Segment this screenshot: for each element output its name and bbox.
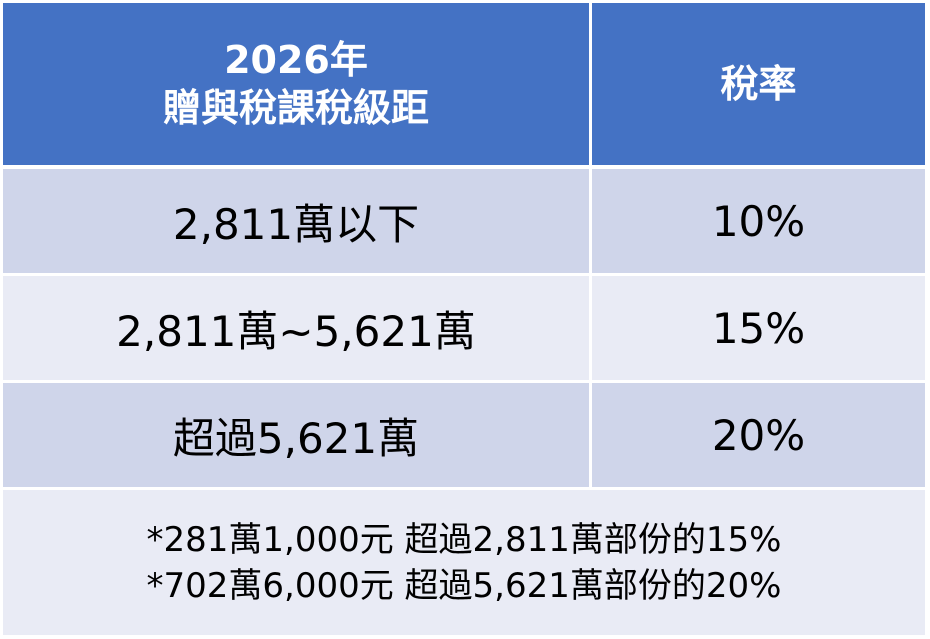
rate-cell: 10% (592, 169, 925, 273)
header-cell: 2026年 贈與稅課稅級距 (3, 3, 589, 165)
notes-cell: *281萬1,000元 超過2,811萬部份的15% *702萬6,000元 超… (3, 490, 925, 635)
bracket-cell: 超過5,621萬 (3, 383, 589, 487)
note: *702萬6,000元 超過5,621萬部份的20% (146, 565, 782, 606)
header-cell: 稅率 (592, 3, 925, 165)
note: *281萬1,000元 超過2,811萬部份的15% (146, 519, 782, 560)
bracket-cell: 2,811萬~5,621萬 (3, 276, 589, 380)
rate-cell: 20% (592, 383, 925, 487)
bracket-cell: 2,811萬以下 (3, 169, 589, 273)
rate-cell: 15% (592, 276, 925, 380)
header-text: 稅率 (720, 62, 797, 106)
header-line: 贈與稅課稅級距 (162, 86, 429, 130)
header-line: 2026年 (224, 38, 368, 82)
